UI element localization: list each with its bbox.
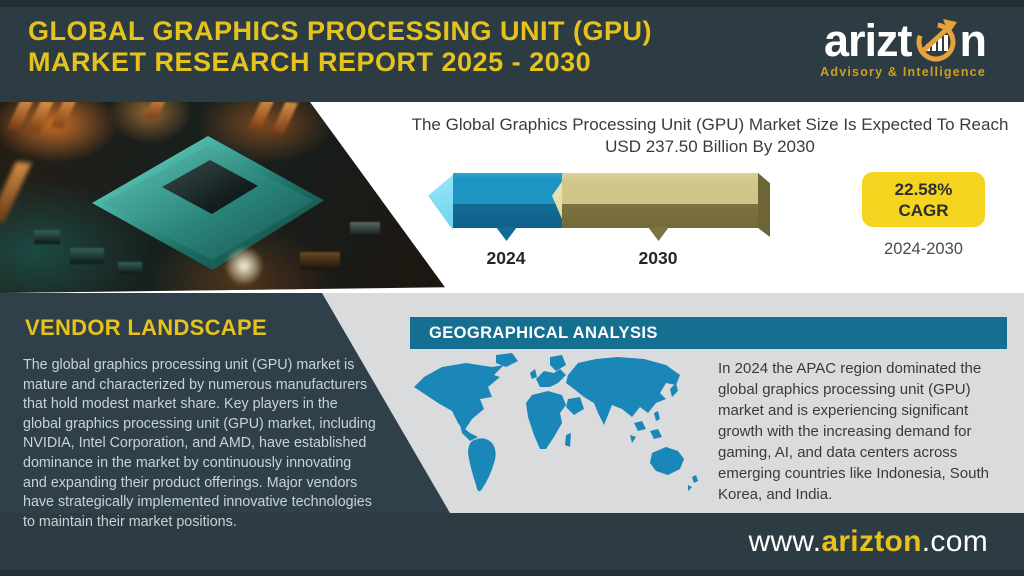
report-title: GLOBAL GRAPHICS PROCESSING UNIT (GPU) MA… <box>28 16 652 78</box>
geographical-analysis-text: In 2024 the APAC region dominated the gl… <box>718 360 989 503</box>
url-www: www. <box>748 524 822 558</box>
cagr-value: 22.58% <box>894 179 953 199</box>
geographical-analysis-banner: GEOGRAPHICAL ANALYSIS <box>410 317 1007 349</box>
bar-label-2024: 2024 <box>486 248 526 268</box>
logo-tagline: Advisory & Intelligence <box>820 65 986 79</box>
logo-text-start: arizt <box>823 15 913 66</box>
arizton-logo: arizt n Advisory & Intelligence <box>786 15 987 79</box>
cagr-badge: 22.58% CAGR <box>862 172 985 227</box>
cagr-label: CAGR <box>898 200 949 220</box>
bar-2024 <box>453 173 562 228</box>
world-map <box>414 353 698 492</box>
market-headline: The Global Graphics Processing Unit (GPU… <box>410 114 1010 158</box>
website-url[interactable]: www.arizton.com <box>748 525 988 559</box>
bar-2024-pointer <box>496 227 517 241</box>
geographical-analysis-title: GEOGRAPHICAL ANALYSIS <box>429 323 658 342</box>
footer: www.arizton.com <box>0 513 1024 576</box>
market-headline-line2: USD 237.50 Billion By 2030 <box>605 137 815 156</box>
cagr-period: 2024-2030 <box>884 240 963 258</box>
header: GLOBAL GRAPHICS PROCESSING UNIT (GPU) MA… <box>0 0 1024 102</box>
bar-2030-pointer <box>648 227 669 241</box>
lower-section: GEOGRAPHICAL ANALYSIS <box>0 293 1024 513</box>
report-title-line2: MARKET RESEARCH REPORT 2025 - 2030 <box>28 47 592 77</box>
bar-2030 <box>562 173 758 228</box>
market-headline-line1: The Global Graphics Processing Unit (GPU… <box>411 115 1009 134</box>
gpu-chip-photo <box>0 102 445 293</box>
url-brand: arizton <box>821 524 922 558</box>
logo-growth-chart-icon <box>916 19 957 62</box>
arizton-logo-wordmark: arizt n <box>786 15 987 67</box>
bar-label-2030: 2030 <box>638 248 678 268</box>
vendor-landscape-title: VENDOR LANDSCAPE <box>25 315 267 340</box>
bar-2030-right-facet <box>758 173 770 237</box>
logo-text-end: n <box>959 15 987 66</box>
bar-2024-left-facet <box>428 173 455 230</box>
report-title-line1: GLOBAL GRAPHICS PROCESSING UNIT (GPU) <box>28 16 653 46</box>
vendor-landscape-text: The global graphics processing unit (GPU… <box>23 357 376 530</box>
market-size-section: The Global Graphics Processing Unit (GPU… <box>0 102 1024 293</box>
url-tld: .com <box>921 524 988 558</box>
